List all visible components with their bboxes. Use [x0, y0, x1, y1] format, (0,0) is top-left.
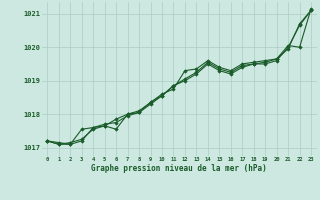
X-axis label: Graphe pression niveau de la mer (hPa): Graphe pression niveau de la mer (hPa): [91, 164, 267, 173]
